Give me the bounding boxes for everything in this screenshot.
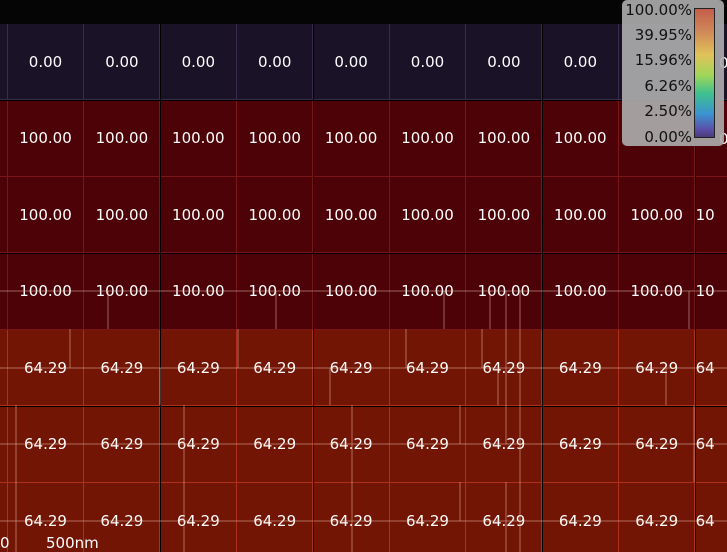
heatmap-cell[interactable]: 100.00 [619, 253, 696, 330]
heatmap-cell[interactable]: 64.29 [390, 330, 466, 406]
heatmap-row: 64.29 64.29 64.29 64.29 64.29 64.29 64.29 64.29… [0, 483, 727, 552]
heatmap-row: 64.29 64.29 64.29 64.29 64.29 64.29 64.29 64.29… [0, 406, 727, 483]
heatmap-row: 100.00 100.00 100.00 100.00 100.00 100.00 100.… [0, 177, 727, 253]
heatmap-cell[interactable]: 64.29 [542, 483, 619, 552]
heatmap-cell[interactable]: 100.00 [160, 100, 237, 177]
heatmap-cell[interactable]: 64.29 [542, 406, 619, 483]
heatmap-cell[interactable]: 64 [695, 406, 727, 483]
legend-label-max: 100.00% [625, 1, 692, 19]
heatmap-cell[interactable]: 64.29 [160, 406, 237, 483]
heatmap-cell-partial [0, 100, 8, 177]
heatmap-cell[interactable]: 10 [695, 177, 727, 253]
scale-bar-length-label: 500nm [46, 534, 99, 552]
heatmap-cell[interactable]: 100.00 [390, 177, 466, 253]
heatmap-cell[interactable]: 64.29 [466, 483, 543, 552]
heatmap-cell[interactable]: 100.00 [84, 177, 161, 253]
heatmap-cell[interactable]: 64.29 [237, 483, 314, 552]
heatmap-cell[interactable]: 100.00 [390, 253, 466, 330]
heatmap-row: 100.00 100.00 100.00 100.00 100.00 100.00 100.… [0, 100, 727, 177]
heatmap-cell[interactable]: 64.29 [619, 330, 696, 406]
heatmap-cell[interactable]: 64.29 [466, 330, 543, 406]
heatmap-cell[interactable]: 64.29 [313, 406, 390, 483]
heatmap-cell[interactable]: 100.00 [390, 100, 466, 177]
heatmap-cell[interactable]: 10 [695, 253, 727, 330]
heatmap-cell[interactable]: 100.00 [542, 253, 619, 330]
heatmap-cell[interactable]: 64.29 [619, 406, 696, 483]
heatmap-cell[interactable]: 64.29 [160, 330, 237, 406]
heatmap-cell[interactable]: 64.29 [8, 330, 84, 406]
heatmap-cell[interactable]: 100.00 [313, 100, 390, 177]
heatmap-cell[interactable]: 64.29 [8, 406, 84, 483]
heatmap-cell-partial [0, 24, 8, 100]
heatmap-cell[interactable]: 100.00 [84, 100, 161, 177]
heatmap-cell[interactable]: 100.00 [466, 253, 543, 330]
heatmap-cell[interactable]: 64.29 [84, 483, 161, 552]
heatmap-cell[interactable]: 100.00 [237, 100, 314, 177]
heatmap-cell[interactable]: 64.29 [466, 406, 543, 483]
legend-color-bar [694, 8, 715, 138]
heatmap-cell[interactable]: 0.00 [237, 24, 314, 100]
heatmap-cell[interactable]: 100.00 [84, 253, 161, 330]
heatmap-cell[interactable]: 0.00 [390, 24, 466, 100]
heatmap-cell[interactable]: 100.00 [237, 253, 314, 330]
color-scale-legend: 100.00% 39.95% 15.96% 6.26% 2.50% 0.00% [622, 0, 724, 146]
heatmap-cell[interactable]: 0.00 [84, 24, 161, 100]
heatmap-cell[interactable]: 100.00 [8, 177, 84, 253]
heatmap-cell-partial [0, 330, 8, 406]
heatmap-cell[interactable]: 64.29 [542, 330, 619, 406]
heatmap-cell[interactable]: 64 [695, 330, 727, 406]
heatmap-cell-partial [0, 483, 8, 552]
heatmap-cell[interactable]: 100.00 [160, 253, 237, 330]
heatmap-cell[interactable]: 100.00 [542, 177, 619, 253]
heatmap-cell[interactable]: 64.29 [390, 406, 466, 483]
heatmap-cell[interactable]: 100.00 [8, 100, 84, 177]
heatmap-cell[interactable]: 100.00 [237, 177, 314, 253]
heatmap-cell[interactable]: 100.00 [160, 177, 237, 253]
heatmap-row: 64.29 64.29 64.29 64.29 64.29 64.29 64.29 64.29… [0, 330, 727, 406]
heatmap-cell[interactable]: 64.29 [84, 406, 161, 483]
heatmap-row: 100.00 100.00 100.00 100.00 100.00 100.00 100.… [0, 253, 727, 330]
heatmap-cell[interactable]: 64.29 [237, 330, 314, 406]
heatmap-cell[interactable]: 64 [695, 483, 727, 552]
heatmap-row: 0.00 0.00 0.00 0.00 0.00 0.00 0.00 0.00 [0, 24, 727, 100]
top-bar [0, 0, 727, 24]
heatmap-cell[interactable]: 100.00 [542, 100, 619, 177]
heatmap-cell[interactable]: 100.00 [8, 253, 84, 330]
heatmap-cell[interactable]: 100.00 [466, 100, 543, 177]
heatmap-cell[interactable]: 100.00 [619, 177, 696, 253]
heatmap-cell[interactable]: 64.29 [390, 483, 466, 552]
heatmap-grid[interactable]: 0.00 0.00 0.00 0.00 0.00 0.00 0.00 0.00 100.00 10… [0, 24, 727, 552]
heatmap-cell[interactable]: 0.00 [8, 24, 84, 100]
legend-label-4: 6.26% [644, 77, 692, 95]
legend-label-2: 39.95% [634, 26, 692, 44]
heatmap-cell[interactable]: 0.00 [466, 24, 543, 100]
heatmap-cell[interactable]: 0.00 [542, 24, 619, 100]
heatmap-cell[interactable]: 64.29 [84, 330, 161, 406]
heatmap-cell[interactable]: 64.29 [237, 406, 314, 483]
heatmap-cell[interactable]: 100.00 [313, 253, 390, 330]
heatmap-cell-partial [0, 406, 8, 483]
heatmap-cell[interactable]: 0.00 [313, 24, 390, 100]
heatmap-cell-partial [0, 177, 8, 253]
heatmap-cell[interactable]: 0.00 [160, 24, 237, 100]
scale-bar: 0 500nm [0, 534, 140, 552]
heatmap-cell[interactable]: 64.29 [160, 483, 237, 552]
heatmap-cell[interactable]: 64.29 [313, 483, 390, 552]
heatmap-cell[interactable]: 100.00 [466, 177, 543, 253]
heatmap-cell[interactable]: 100.00 [313, 177, 390, 253]
scale-bar-zero-label: 0 [0, 534, 10, 552]
legend-label-min: 0.00% [644, 128, 692, 146]
legend-label-5: 2.50% [644, 102, 692, 120]
heatmap-cell[interactable]: 64.29 [313, 330, 390, 406]
heatmap-cell-partial [0, 253, 8, 330]
legend-label-3: 15.96% [634, 51, 692, 69]
heatmap-cell[interactable]: 64.29 [619, 483, 696, 552]
